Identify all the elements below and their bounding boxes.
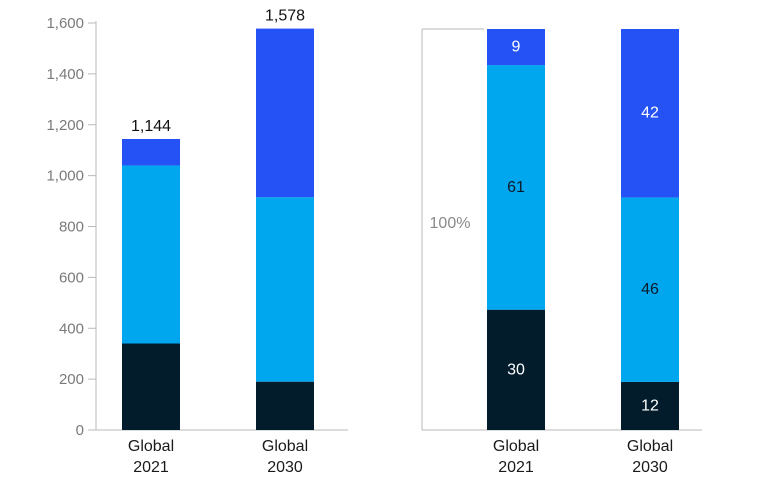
bar-segment (122, 343, 180, 430)
x-category-label: Global (262, 438, 308, 455)
x-category-label: Global (493, 438, 539, 455)
x-category-label: 2030 (267, 459, 303, 476)
x-category-label: 2021 (133, 459, 169, 476)
data-label: 61 (507, 179, 525, 196)
bar-segment (256, 381, 314, 430)
bar-segment (256, 197, 314, 382)
bar-segment (256, 28, 314, 198)
percent-stacked-bar-chart: 100% 30 61 9 Global 2021 12 46 42 Global 2030 (421, 28, 702, 476)
absolute-stacked-bar-chart: 0 200 400 600 800 1,000 1,200 1,400 1,600 1,144 Gl… (46, 8, 348, 476)
x-category-label: 2021 (498, 459, 534, 476)
y-tick-label: 1,000 (46, 168, 84, 185)
bar-total-label: 1,144 (131, 118, 171, 135)
data-label: 46 (641, 281, 659, 298)
y-tick-label: 600 (59, 269, 84, 286)
y-tick-label: 0 (76, 422, 84, 439)
data-label: 12 (641, 397, 659, 414)
bar-segment (621, 381, 679, 430)
bar-segment (487, 65, 545, 310)
bar-total-label: 1,578 (265, 8, 305, 25)
bar-segment (621, 197, 679, 382)
y-tick-label: 800 (59, 219, 84, 236)
data-label: 9 (512, 39, 521, 56)
y-tick-label: 200 (59, 371, 84, 388)
bar-segment (122, 165, 180, 344)
data-label: 42 (641, 105, 659, 122)
y-tick-label: 1,600 (46, 15, 84, 32)
y-tick-label: 400 (59, 320, 84, 337)
bar-segment (487, 29, 545, 66)
bar-segment (487, 309, 545, 430)
data-label: 30 (507, 361, 525, 378)
x-category-label: Global (627, 438, 673, 455)
bar-segment (122, 138, 180, 166)
bar-segment (621, 29, 679, 198)
x-category-label: Global (128, 438, 174, 455)
y-tick-label: 1,400 (46, 66, 84, 83)
reference-100-label: 100% (430, 215, 471, 232)
y-tick-label: 1,200 (46, 117, 84, 134)
x-category-label: 2030 (632, 459, 668, 476)
